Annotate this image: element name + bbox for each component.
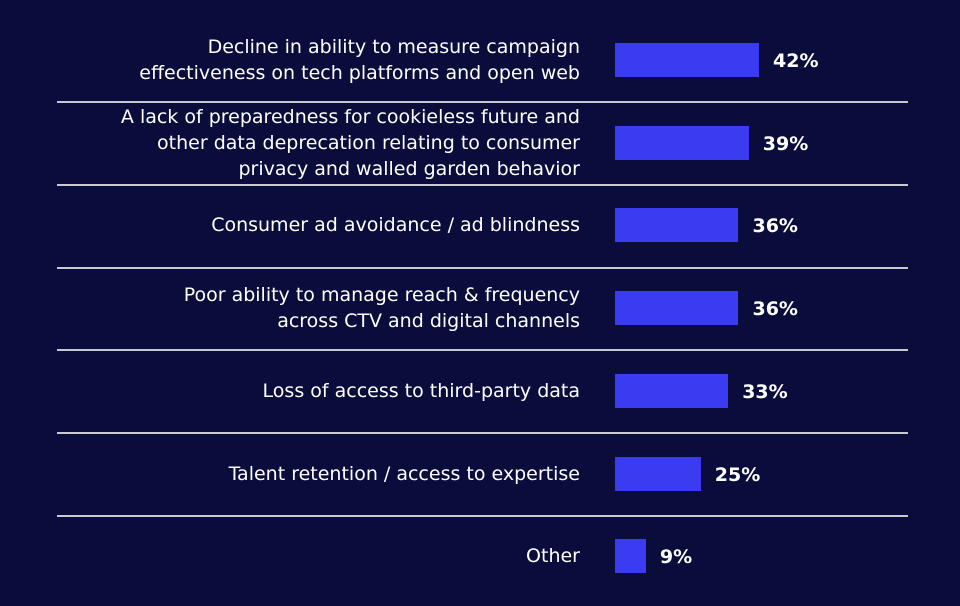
value-label: 9% [659,546,693,569]
category-label: Loss of access to third-party data [262,379,580,402]
bar [615,208,739,243]
bar [615,539,646,574]
row-separator [57,349,908,352]
bar [615,125,749,160]
bar [615,291,739,326]
value-label: 36% [752,298,798,321]
category-label: Decline in ability to measure campaign e… [139,36,580,84]
value-label: 39% [762,132,809,155]
category-label: A lack of preparedness for cookieless fu… [120,105,580,180]
category-label: Talent retention / access to expertise [228,462,580,485]
value-label: 36% [752,215,798,238]
bar [615,43,760,77]
category-label: Other [526,545,580,568]
bar [615,456,701,491]
row-separator [57,184,908,187]
row-separator [57,101,908,104]
category-label: Consumer ad avoidance / ad blindness [211,214,580,237]
row-separator [57,514,908,517]
value-label: 33% [742,380,788,403]
category-label: Poor ability to manage reach & frequency… [183,284,580,333]
row-separator [57,266,908,269]
row-separator [57,432,908,435]
value-label: 42% [773,50,819,72]
value-label: 25% [714,463,761,486]
bar [615,373,729,408]
